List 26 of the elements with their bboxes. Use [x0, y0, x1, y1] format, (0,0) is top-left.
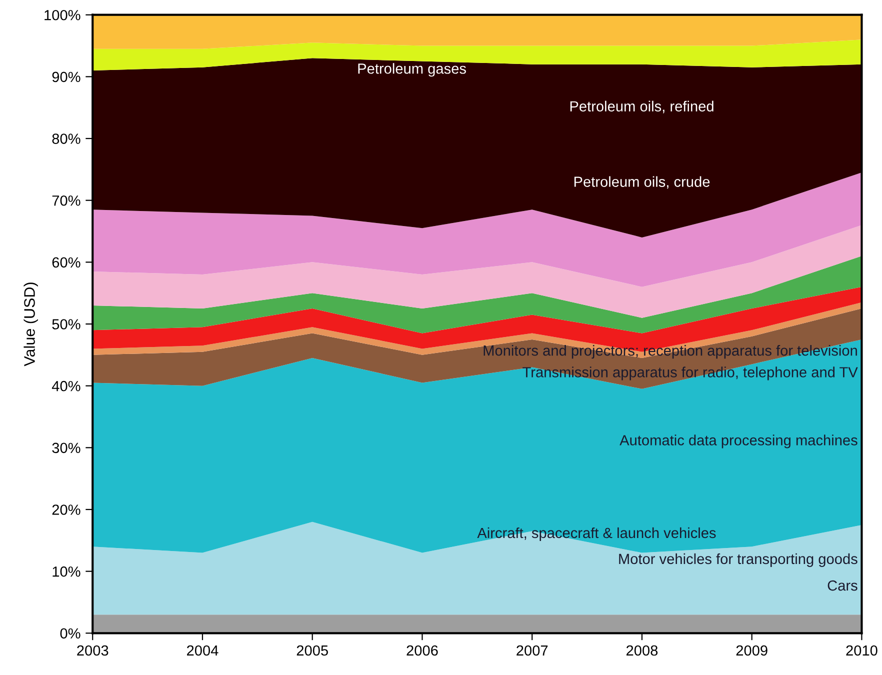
x-tick-label: 2003	[77, 645, 108, 656]
x-tick-label: 2008	[626, 645, 658, 656]
y-tick-label: 80%	[52, 134, 80, 144]
x-tick-label: 2010	[846, 645, 878, 656]
y-tick-label: 50%	[52, 319, 80, 330]
y-tick-label: 90%	[52, 72, 80, 82]
y-tick-label: 0%	[60, 628, 80, 639]
x-tick-label: 2007	[516, 645, 548, 656]
annotation: Cars	[828, 580, 858, 591]
x-tick-label: 2006	[406, 645, 438, 656]
x-tick-label: 2005	[296, 645, 328, 656]
x-tick-label: 2009	[736, 645, 768, 656]
y-tick-label: 20%	[52, 504, 80, 515]
annotation: Motor vehicles for transporting goods	[619, 553, 858, 567]
y-tick-label: 70%	[52, 195, 80, 206]
y-tick-label: 30%	[52, 442, 80, 454]
x-tick-label: 2004	[186, 645, 218, 656]
y-tick-label: 40%	[52, 380, 80, 392]
annotation: Automatic data processing machines	[620, 434, 858, 448]
y-tick-label: 10%	[52, 566, 80, 577]
y-axis-title: Value (USD)	[24, 282, 38, 366]
y-tick-label: 60%	[52, 257, 80, 268]
annotation: Petroleum oils, refined	[570, 100, 714, 114]
y-tick-label: 100%	[44, 10, 80, 20]
annotation: Petroleum gases	[358, 63, 466, 77]
annotation: Petroleum oils, crude	[574, 176, 710, 189]
